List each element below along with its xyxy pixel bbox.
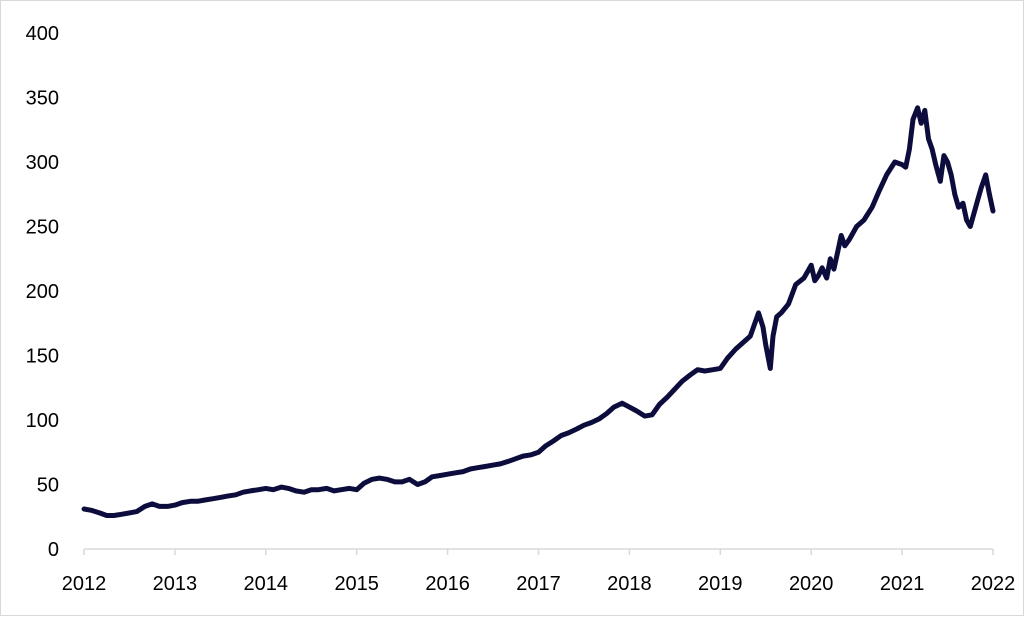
y-tick-label-300: 300 bbox=[26, 152, 59, 174]
x-tick-label-2019: 2019 bbox=[698, 573, 743, 595]
x-tick-label-2016: 2016 bbox=[425, 573, 470, 595]
y-tick-label-250: 250 bbox=[26, 217, 59, 239]
x-tick-label-2015: 2015 bbox=[334, 573, 379, 595]
x-tick-label-2020: 2020 bbox=[789, 573, 834, 595]
y-tick-label-50: 50 bbox=[37, 475, 59, 497]
x-tick-label-2012: 2012 bbox=[62, 573, 107, 595]
y-tick-label-0: 0 bbox=[48, 539, 59, 561]
y-tick-label-350: 350 bbox=[26, 88, 59, 110]
x-tick-label-2021: 2021 bbox=[880, 573, 925, 595]
y-tick-label-200: 200 bbox=[26, 281, 59, 303]
y-tick-label-100: 100 bbox=[26, 410, 59, 432]
y-tick-label-400: 400 bbox=[26, 23, 59, 45]
x-tick-label-2018: 2018 bbox=[607, 573, 652, 595]
x-axis-tick-labels: 2012 2013 2014 2015 2016 2017 2018 2019 2020 2021… bbox=[62, 573, 1016, 595]
y-axis-tick-labels: 0 50 100 150 200 250 300 350 400 bbox=[26, 23, 59, 561]
x-tick-label-2013: 2013 bbox=[153, 573, 198, 595]
x-tick-label-2014: 2014 bbox=[244, 573, 289, 595]
x-tick-label-2022: 2022 bbox=[971, 573, 1016, 595]
y-tick-label-150: 150 bbox=[26, 346, 59, 368]
x-axis-ticks bbox=[83, 549, 994, 555]
x-tick-label-2017: 2017 bbox=[516, 573, 561, 595]
series-line bbox=[81, 105, 996, 518]
